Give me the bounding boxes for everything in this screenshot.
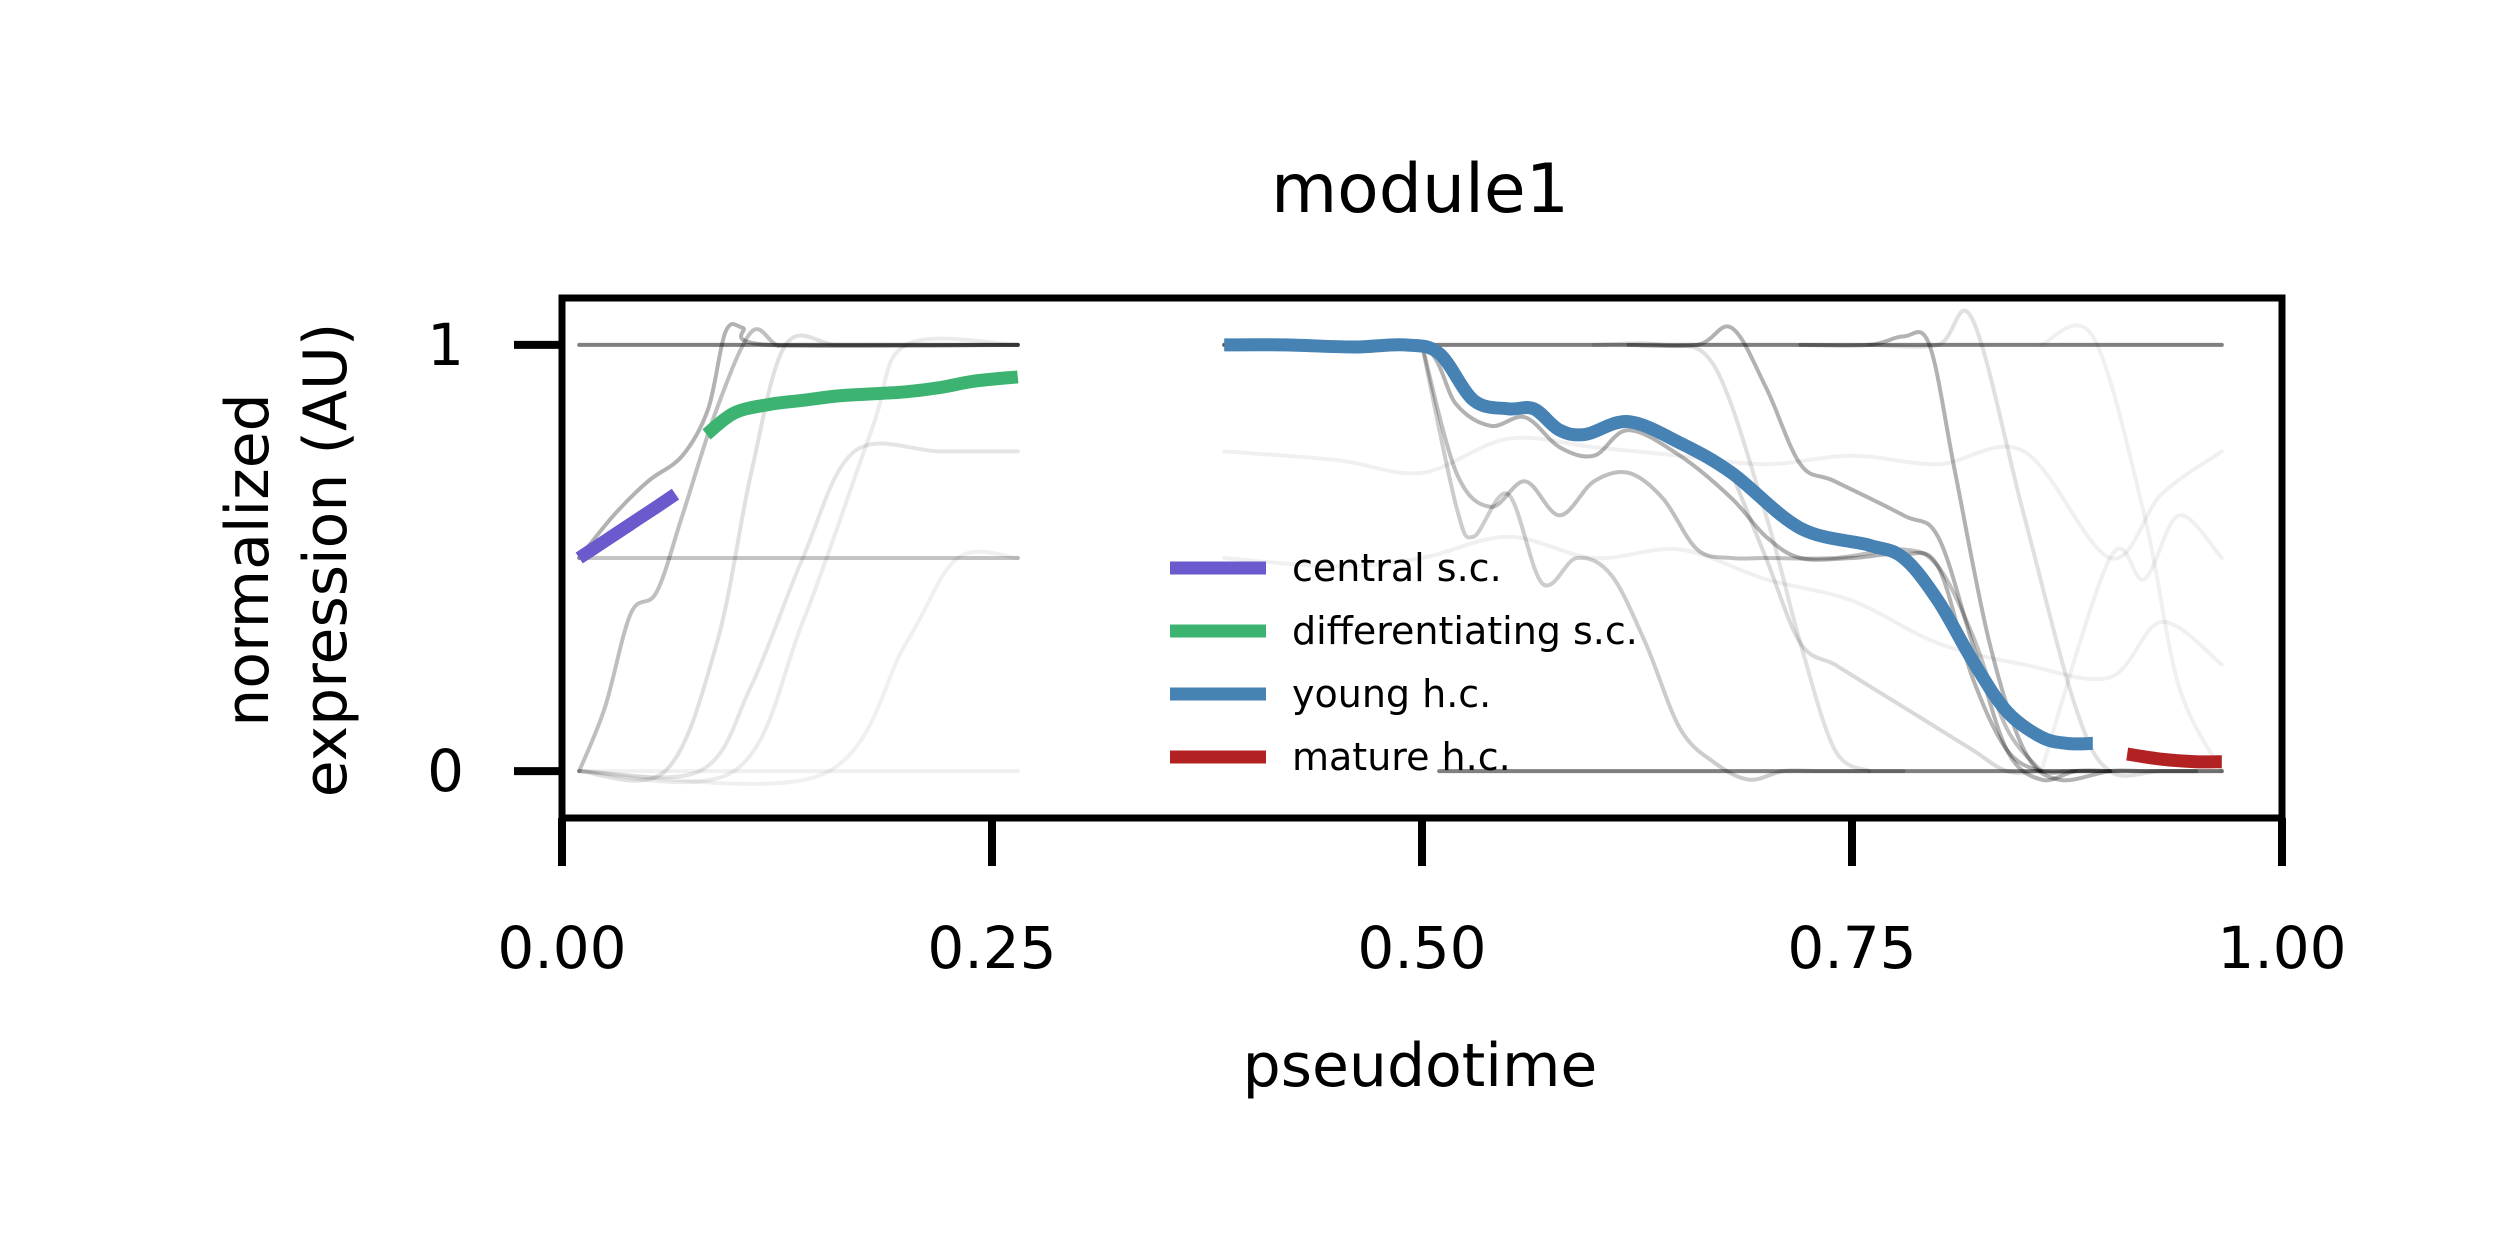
- background-trace-18: [1729, 470, 2078, 775]
- y-axis-label: normalized expression (AU): [213, 323, 361, 798]
- legend-label-3: young h.c.: [1292, 672, 1491, 716]
- x-tick-label-5: 1.00: [2217, 914, 2346, 982]
- series-lines: [575, 338, 2222, 769]
- x-tick-label-4: 0.75: [1787, 914, 1916, 982]
- legend: central s.c. differentiating s.c. young h.…: [1170, 546, 1638, 779]
- legend-label-1: central s.c.: [1292, 546, 1502, 590]
- series-line-young-h-c: [1224, 338, 2093, 751]
- y-tick-label-1: 0: [427, 737, 464, 805]
- legend-label-2: differentiating s.c.: [1292, 609, 1638, 653]
- background-trace-9: [577, 333, 1020, 783]
- background-trace-12: [577, 549, 1020, 786]
- background-trace-13: [1222, 338, 2112, 775]
- background-trace-20: [1867, 308, 2224, 778]
- chart-title: module1: [1271, 150, 1569, 229]
- background-trace-17: [1798, 330, 2198, 783]
- legend-label-4: mature h.c.: [1292, 735, 1511, 779]
- x-axis-label: pseudotime: [1243, 1031, 1598, 1101]
- background-trace-15: [1420, 342, 1906, 782]
- background-trace-24: [2039, 323, 2224, 774]
- x-axis-ticks: 0.00 0.25 0.50 0.75 1.00: [497, 818, 2347, 982]
- background-trace-16: [1626, 324, 2112, 783]
- background-trace-7: [577, 327, 1020, 774]
- series-line-mature-h-c: [2126, 747, 2222, 769]
- x-tick-label-3: 0.50: [1357, 914, 1486, 982]
- series-line-differentiating-s-c: [702, 370, 1019, 440]
- background-trace-10: [577, 441, 1020, 780]
- background-trace-6: [577, 322, 1020, 560]
- y-tick-label-2: 1: [427, 311, 464, 379]
- x-tick-label-2: 0.25: [927, 914, 1056, 982]
- y-axis-label-line-1: normalized: [213, 393, 283, 726]
- x-tick-label-1: 0.00: [497, 914, 626, 982]
- background-trace-21: [1222, 435, 2224, 561]
- background-trace-23: [2039, 513, 2224, 774]
- y-axis-ticks: 01: [427, 311, 562, 805]
- series-line-central-s-c: [575, 488, 680, 564]
- background-trace-11: [577, 336, 1020, 785]
- background-traces: [577, 308, 2224, 786]
- background-trace-14: [1420, 342, 2044, 774]
- y-axis-label-line-2: expression (AU): [291, 323, 361, 798]
- background-trace-22: [1222, 534, 2224, 682]
- background-trace-19: [1592, 341, 1872, 774]
